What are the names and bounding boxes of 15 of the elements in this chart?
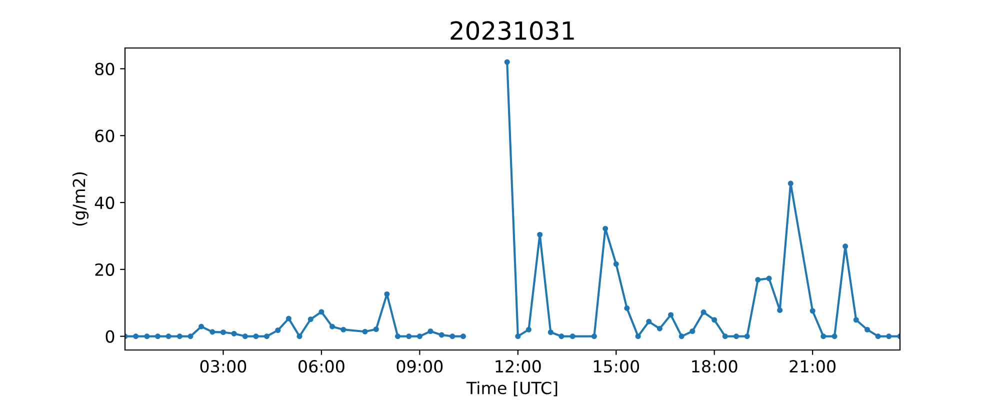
- x-tick-label: 09:00: [396, 360, 443, 373]
- y-tick-label: 80: [95, 62, 114, 76]
- y-tick-label: 0: [106, 330, 114, 343]
- x-tick-label: 21:00: [790, 360, 836, 373]
- y-axis-title: (g/m2): [72, 172, 89, 226]
- x-tick-label: 12:00: [496, 360, 541, 373]
- chart-title: 20231031: [450, 21, 574, 40]
- y-tick-label: 60: [95, 130, 114, 142]
- y-tick-label: 40: [94, 196, 114, 210]
- x-tick-label: 03:00: [200, 360, 246, 373]
- x-tick-label: 18:00: [692, 360, 738, 373]
- y-tick-label: 20: [95, 263, 114, 276]
- x-tick-label: 06:00: [298, 360, 344, 373]
- x-tick-label: 15:00: [594, 360, 640, 373]
- x-axis-title: Time [UTC]: [466, 381, 558, 396]
